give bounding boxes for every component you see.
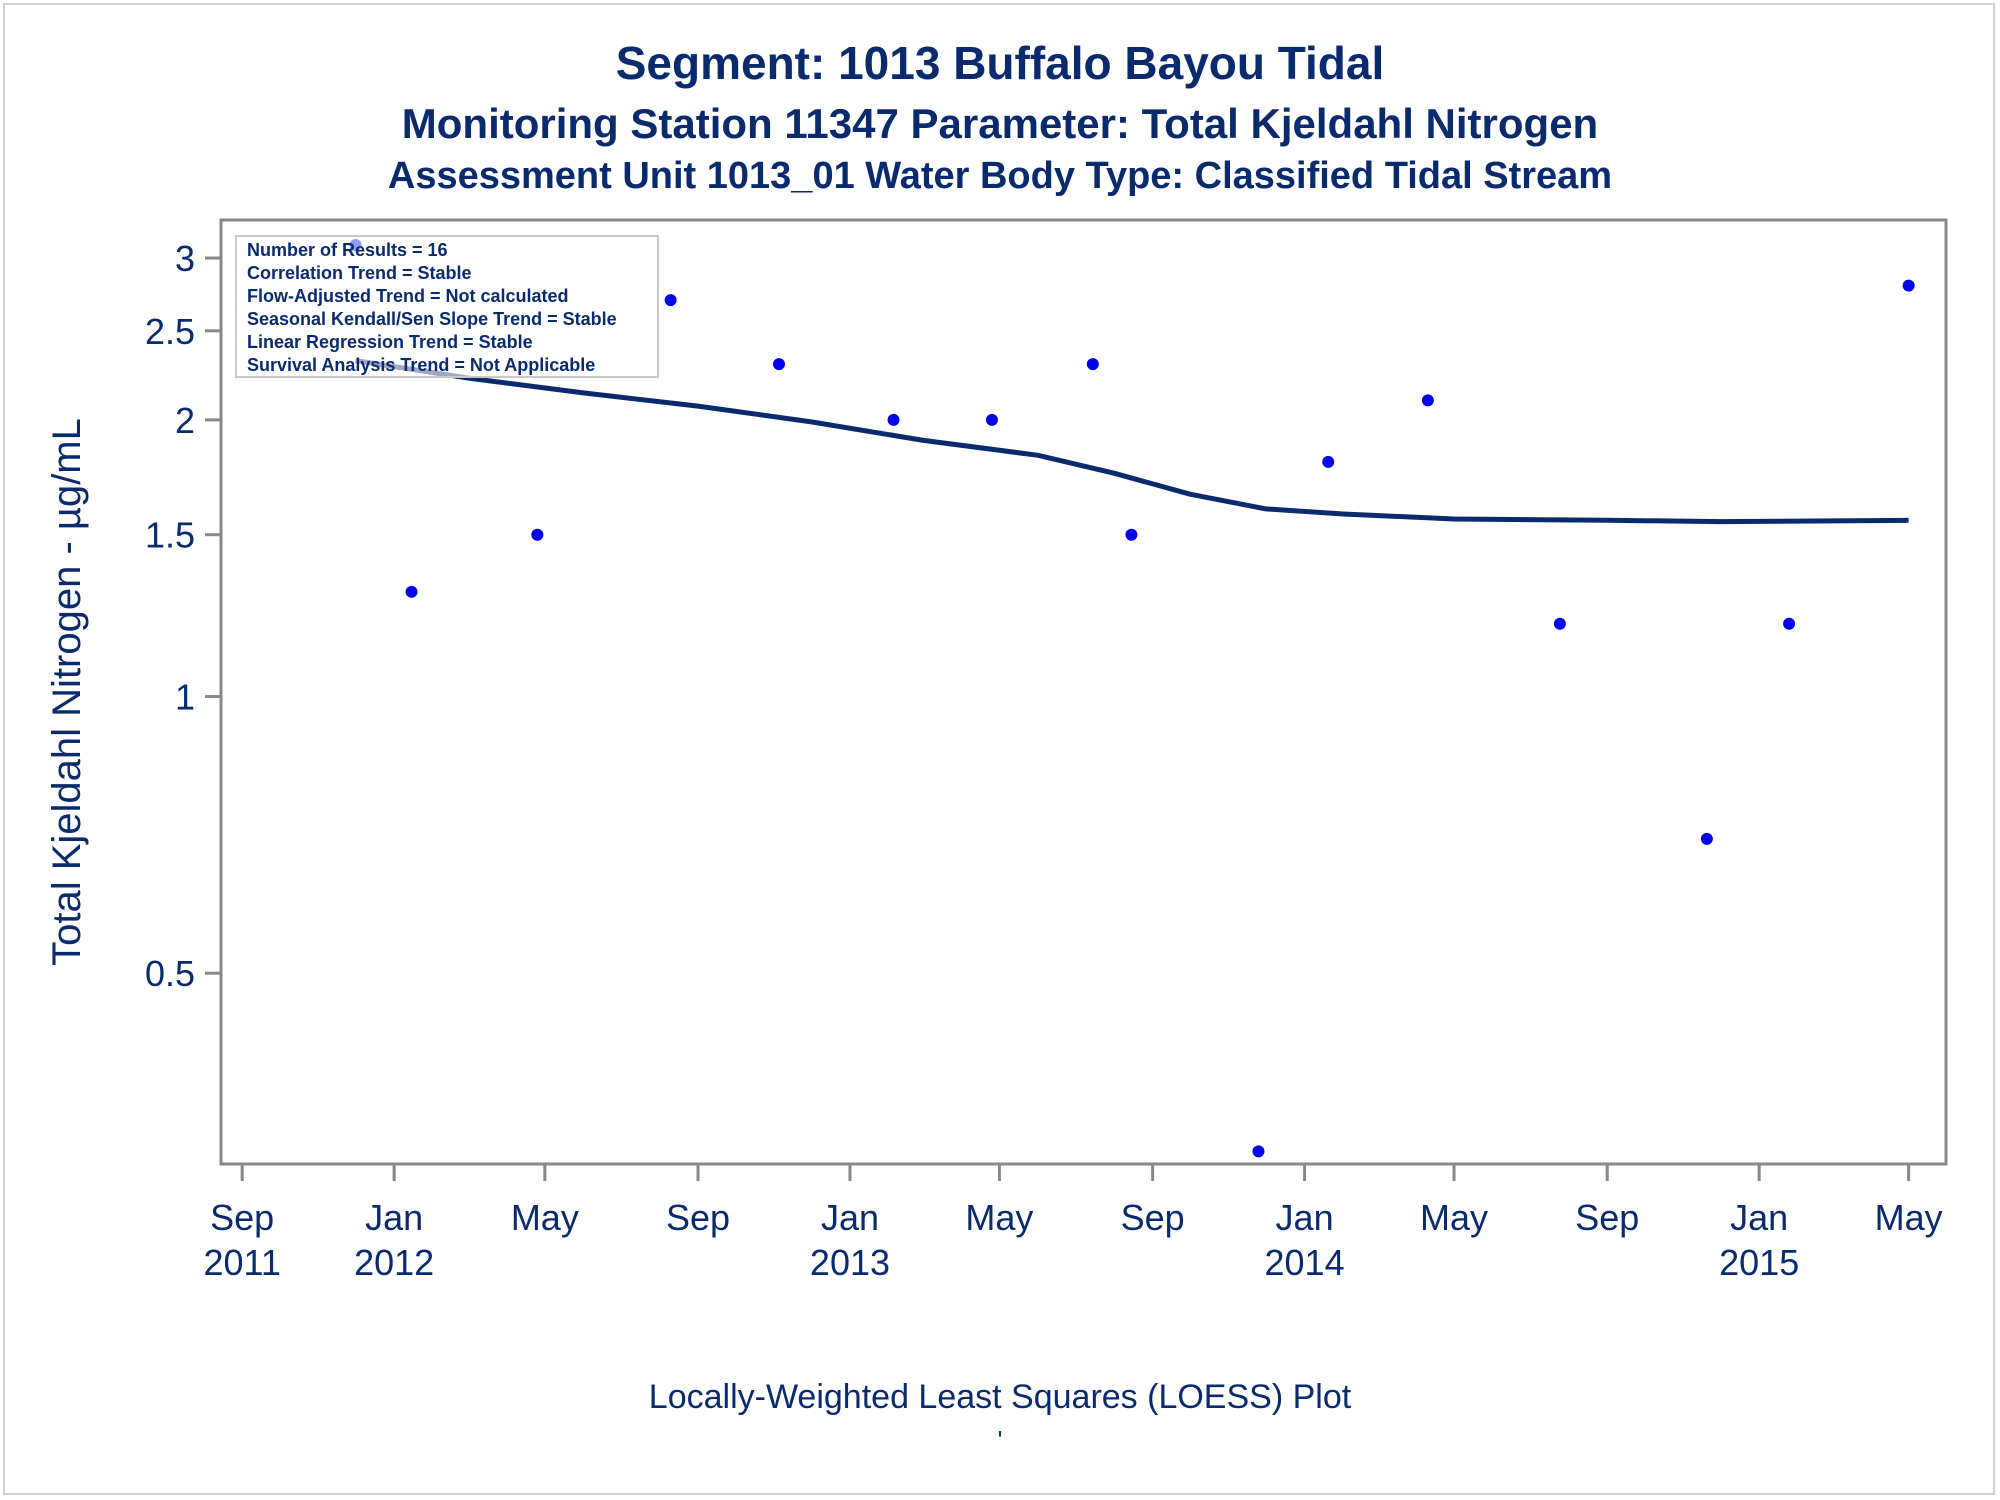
- footnote-mark: ': [997, 1425, 1003, 1455]
- chart-subtitle: Monitoring Station 11347 Parameter: Tota…: [401, 100, 1599, 147]
- trend-legend: Number of Results = 16 Correlation Trend …: [235, 235, 659, 378]
- data-point: [985, 413, 998, 426]
- y-tick-label: 0.5: [145, 953, 195, 994]
- loess-line: [355, 358, 1909, 525]
- data-point: [1700, 832, 1713, 845]
- data-point: [531, 528, 544, 541]
- x-tick-label-month: May: [1420, 1197, 1488, 1238]
- legend-entry: Flow-Adjusted Trend = Not calculated: [247, 286, 569, 306]
- y-tick-label: 1.5: [145, 515, 195, 556]
- x-tick-label-year: 2013: [810, 1242, 890, 1283]
- chart-title: Segment: 1013 Buffalo Bayou Tidal: [615, 37, 1385, 89]
- data-point: [887, 413, 900, 426]
- x-tick-label-month: Sep: [666, 1197, 730, 1238]
- x-tick-label-month: Sep: [210, 1197, 274, 1238]
- data-point: [1125, 528, 1138, 541]
- data-point: [1322, 455, 1335, 468]
- data-point: [1783, 617, 1796, 630]
- x-tick-label-month: May: [1875, 1197, 1943, 1238]
- y-tick-label: 2.5: [145, 311, 195, 352]
- footnote: Locally-Weighted Least Squares (LOESS) P…: [648, 1378, 1352, 1416]
- x-tick-label-month: Jan: [1730, 1197, 1788, 1238]
- legend-entry: Number of Results = 16: [247, 240, 448, 260]
- chart-frame: [3, 3, 1995, 1495]
- x-tick-label-month: May: [511, 1197, 579, 1238]
- data-point: [664, 294, 677, 307]
- x-tick-label-year: 2015: [1719, 1242, 1799, 1283]
- y-axis: 3 2.5 2 1.5 1 0.5: [145, 238, 221, 994]
- legend-entry: Correlation Trend = Stable: [247, 263, 472, 283]
- data-point: [1252, 1145, 1265, 1158]
- y-tick-label: 2: [175, 400, 195, 441]
- x-tick-label-year: 2012: [354, 1242, 434, 1283]
- data-point: [1421, 394, 1434, 407]
- x-tick-label-month: Jan: [365, 1197, 423, 1238]
- x-tick-label-month: Jan: [1276, 1197, 1334, 1238]
- legend-entry: Seasonal Kendall/Sen Slope Trend = Stabl…: [247, 309, 617, 329]
- y-tick-label: 1: [175, 677, 195, 718]
- legend-box: [235, 235, 659, 378]
- x-tick-label-year: 2011: [203, 1242, 280, 1283]
- x-tick-label-month: Sep: [1575, 1197, 1639, 1238]
- data-point: [1553, 617, 1566, 630]
- x-tick-label-month: Jan: [821, 1197, 879, 1238]
- x-tick-label-month: Sep: [1121, 1197, 1185, 1238]
- y-axis-label: Total Kjeldahl Nitrogen - µg/mL: [45, 418, 89, 966]
- legend-entry: Survival Analysis Trend = Not Applicable: [247, 355, 595, 375]
- plot-area-border: [219, 218, 1948, 1166]
- data-point: [1086, 358, 1099, 371]
- x-tick-label-year: 2014: [1265, 1242, 1345, 1283]
- data-point: [1902, 279, 1915, 292]
- data-point: [405, 585, 418, 598]
- legend-entry: Linear Regression Trend = Stable: [247, 332, 533, 352]
- y-tick-label: 3: [175, 238, 195, 279]
- chart-subtitle-2: Assessment Unit 1013_01 Water Body Type:…: [387, 155, 1613, 197]
- x-tick-label-month: May: [965, 1197, 1033, 1238]
- data-point: [772, 358, 785, 371]
